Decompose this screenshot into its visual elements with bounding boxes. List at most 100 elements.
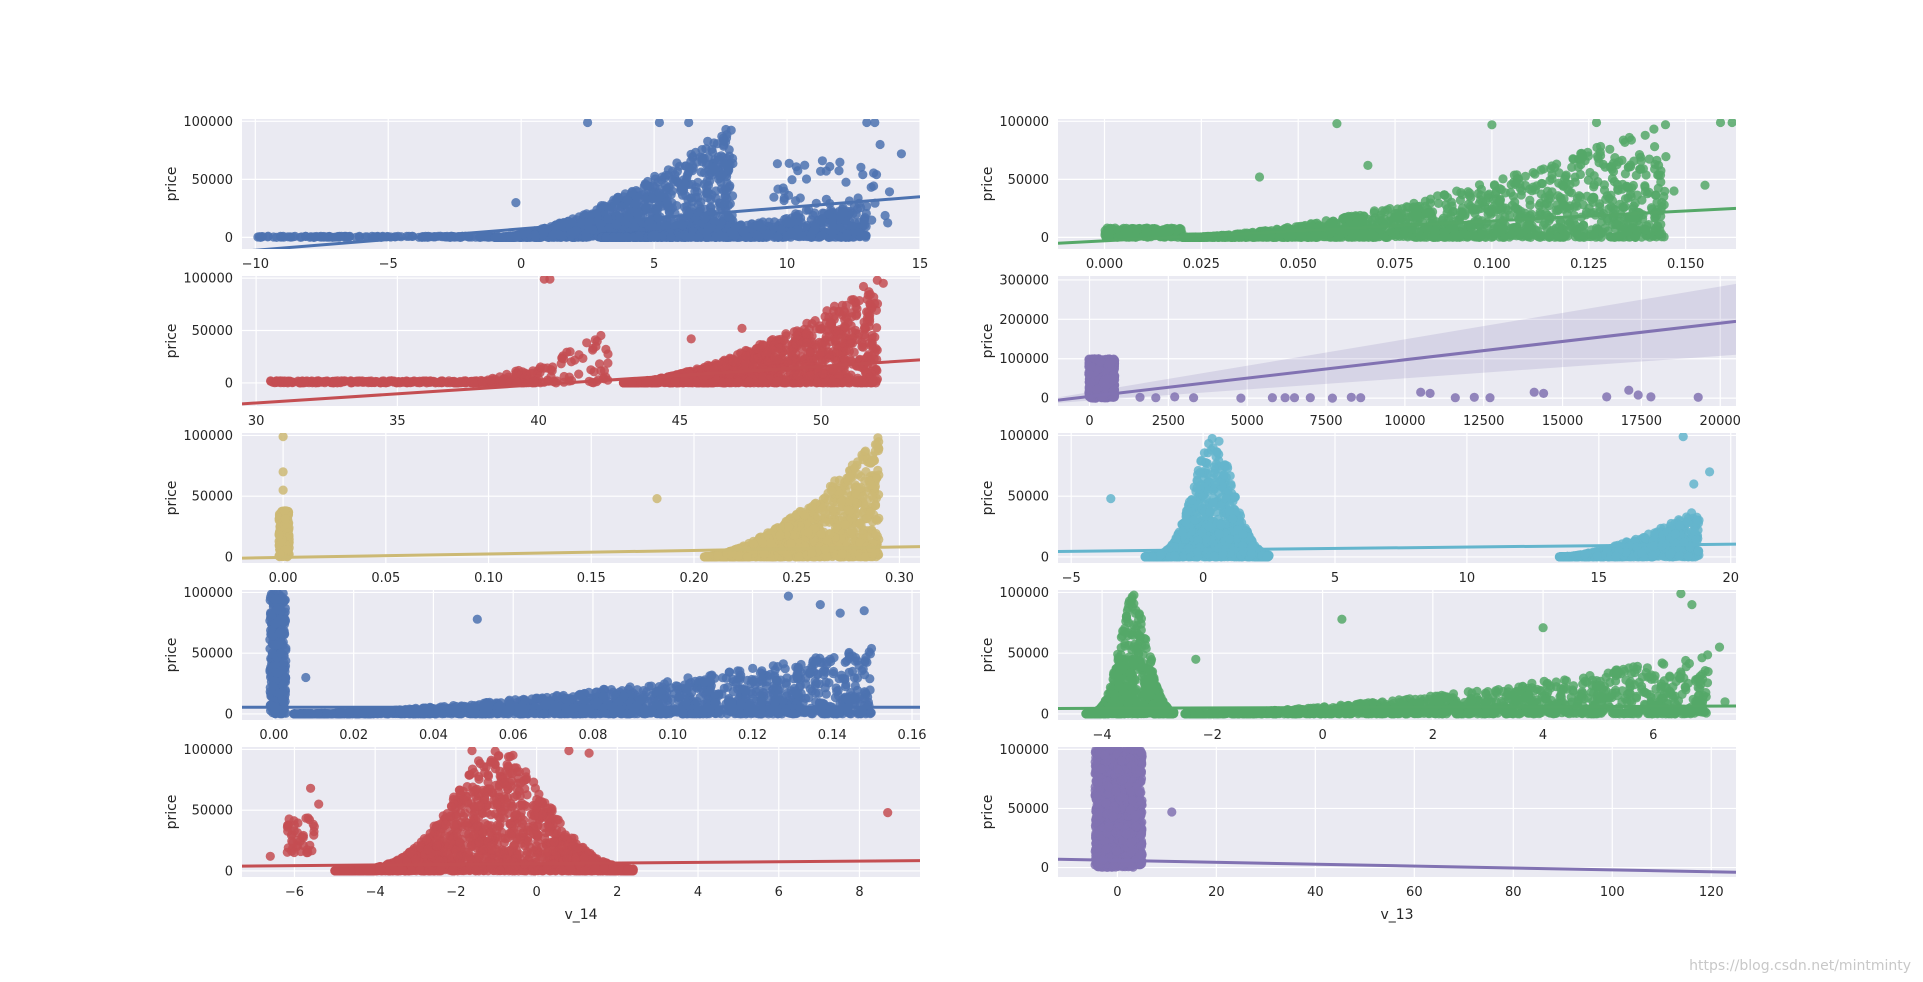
scatter-point xyxy=(663,202,673,212)
scatter-point xyxy=(1589,180,1599,190)
scatter-point xyxy=(773,232,783,242)
y-tick-label: 0 xyxy=(225,231,233,246)
scatter-point xyxy=(1539,164,1549,174)
scatter-point xyxy=(670,170,680,180)
scatter-point xyxy=(1583,147,1593,157)
scatter-point xyxy=(1486,232,1497,242)
plot-area xyxy=(252,119,920,249)
scatter-point xyxy=(592,205,602,215)
scatter-point xyxy=(1311,232,1322,242)
scatter-point xyxy=(1623,227,1633,237)
scatter-point xyxy=(801,174,812,184)
scatter-point xyxy=(855,231,865,241)
scatter-point xyxy=(1534,200,1544,211)
scatter-point xyxy=(776,224,786,234)
x-tick-label: 5 xyxy=(650,257,658,272)
scatter-point xyxy=(335,231,345,241)
scatter-point xyxy=(1513,174,1524,184)
scatter-point xyxy=(1554,204,1564,214)
scatter-point xyxy=(852,204,863,214)
scatter-point xyxy=(862,119,872,128)
scatter-point xyxy=(1386,227,1396,237)
scatter-point xyxy=(695,204,706,214)
scatter-point xyxy=(308,377,318,387)
scatter-point xyxy=(856,162,866,172)
scatter-point xyxy=(1399,229,1409,239)
scatter-point xyxy=(591,341,601,352)
scatter-point xyxy=(562,347,572,357)
scatter-point xyxy=(669,177,679,187)
scatter-point xyxy=(701,144,711,154)
scatter-point xyxy=(295,232,305,242)
x-tick-label: 0.050 xyxy=(1280,257,1317,272)
scatter-point xyxy=(817,214,827,224)
scatter-point xyxy=(630,222,640,232)
scatter-point xyxy=(1637,195,1647,205)
scatter-point xyxy=(622,195,632,205)
scatter-point xyxy=(1567,162,1577,172)
scatter-point xyxy=(1566,221,1576,232)
scatter-point xyxy=(711,162,721,172)
scatter-point xyxy=(862,201,872,211)
regression-line xyxy=(252,195,920,249)
scatter-point xyxy=(1465,191,1475,201)
scatter-point xyxy=(817,156,828,166)
scatter-point xyxy=(1575,192,1586,202)
scatter-point xyxy=(779,195,789,206)
scatter-point xyxy=(800,160,810,170)
scatter-point xyxy=(693,177,703,187)
scatter-point xyxy=(497,232,507,242)
scatter-point xyxy=(1650,142,1660,152)
scatter-point xyxy=(723,212,733,222)
scatter-point xyxy=(816,166,826,176)
scatter-point xyxy=(530,231,540,241)
scatter-point xyxy=(1656,229,1667,239)
x-tick-label: 0.150 xyxy=(1667,257,1704,272)
scatter-point xyxy=(1622,181,1632,191)
scatter-point xyxy=(634,231,644,241)
scatter-point xyxy=(1715,119,1726,128)
y-tick-label: 100000 xyxy=(183,115,233,130)
scatter-point xyxy=(1455,195,1465,205)
scatter-point xyxy=(716,151,726,161)
scatter-point xyxy=(1589,171,1599,181)
scatter-point xyxy=(841,177,851,187)
scatter-point xyxy=(1439,232,1449,242)
y-tick-label: 50000 xyxy=(192,173,233,188)
scatter-point xyxy=(763,229,774,239)
scatter-point xyxy=(627,186,637,197)
scatter-point xyxy=(1553,191,1563,201)
scatter-point xyxy=(263,231,273,241)
scatter-point xyxy=(1477,197,1488,207)
scatter-point xyxy=(718,159,729,170)
scatter-point xyxy=(772,159,783,169)
scatter-point xyxy=(1283,232,1293,242)
scatter-point xyxy=(1650,190,1660,200)
scatter-point xyxy=(1573,162,1583,172)
scatter-point xyxy=(1521,224,1531,234)
scatter-point xyxy=(720,196,730,206)
scatter-point xyxy=(1351,212,1361,222)
scatter-point xyxy=(1554,222,1564,232)
scatter-point xyxy=(884,187,895,197)
scatter-point xyxy=(1450,229,1460,239)
scatter-point xyxy=(1425,194,1436,204)
scatter-point xyxy=(1571,198,1581,208)
scatter-point xyxy=(1422,232,1432,242)
scatter-point xyxy=(623,204,633,214)
scatter-point xyxy=(512,231,523,241)
scatter-point xyxy=(801,205,812,215)
x-tick-label: 0.025 xyxy=(1183,257,1220,272)
scatter-point xyxy=(1607,161,1617,171)
scatter-point xyxy=(568,227,578,237)
scatter-point xyxy=(1644,154,1654,164)
scatter-point xyxy=(1625,160,1635,170)
scatter-point xyxy=(738,227,749,237)
scatter-point xyxy=(870,119,880,128)
x-tick-label: 15 xyxy=(912,257,929,272)
scatter-point xyxy=(825,161,835,172)
scatter-point xyxy=(1655,170,1666,180)
scatter-point xyxy=(1588,192,1598,202)
scatter-point xyxy=(574,369,584,379)
scatter-point xyxy=(1636,164,1646,174)
